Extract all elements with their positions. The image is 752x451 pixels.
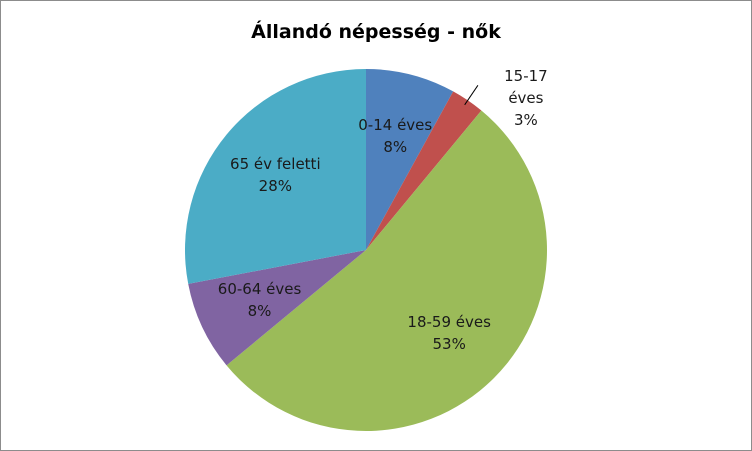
category-label: 60-64 éves — [217, 280, 302, 299]
pie-slice — [226, 110, 548, 432]
pie-slice — [366, 69, 454, 250]
category-label: 0-14 éves — [358, 116, 433, 135]
data-label: 60-64 éves 8% — [205, 278, 315, 322]
value-label: 28% — [258, 177, 293, 195]
data-label: 0-14 éves 8% — [340, 114, 450, 158]
value-label: 3% — [514, 111, 538, 130]
value-label: 8% — [383, 138, 408, 157]
data-label: 18-59 éves 53% — [394, 311, 504, 355]
data-label: 15-17 éves 3% — [486, 65, 566, 131]
category-label: 65 év feletti — [230, 155, 321, 173]
leader-line — [464, 85, 479, 106]
pie-slice — [366, 91, 482, 250]
value-label: 53% — [432, 335, 466, 354]
pie-slice — [188, 250, 366, 366]
chart-title: Állandó népesség - nők — [251, 21, 501, 43]
pie-slice — [184, 69, 366, 284]
category-label: 18-59 éves — [407, 313, 491, 332]
value-label: 8% — [247, 302, 272, 321]
category-label: 15-17 éves — [504, 67, 548, 108]
data-label: 65 év feletti 28% — [220, 153, 330, 197]
